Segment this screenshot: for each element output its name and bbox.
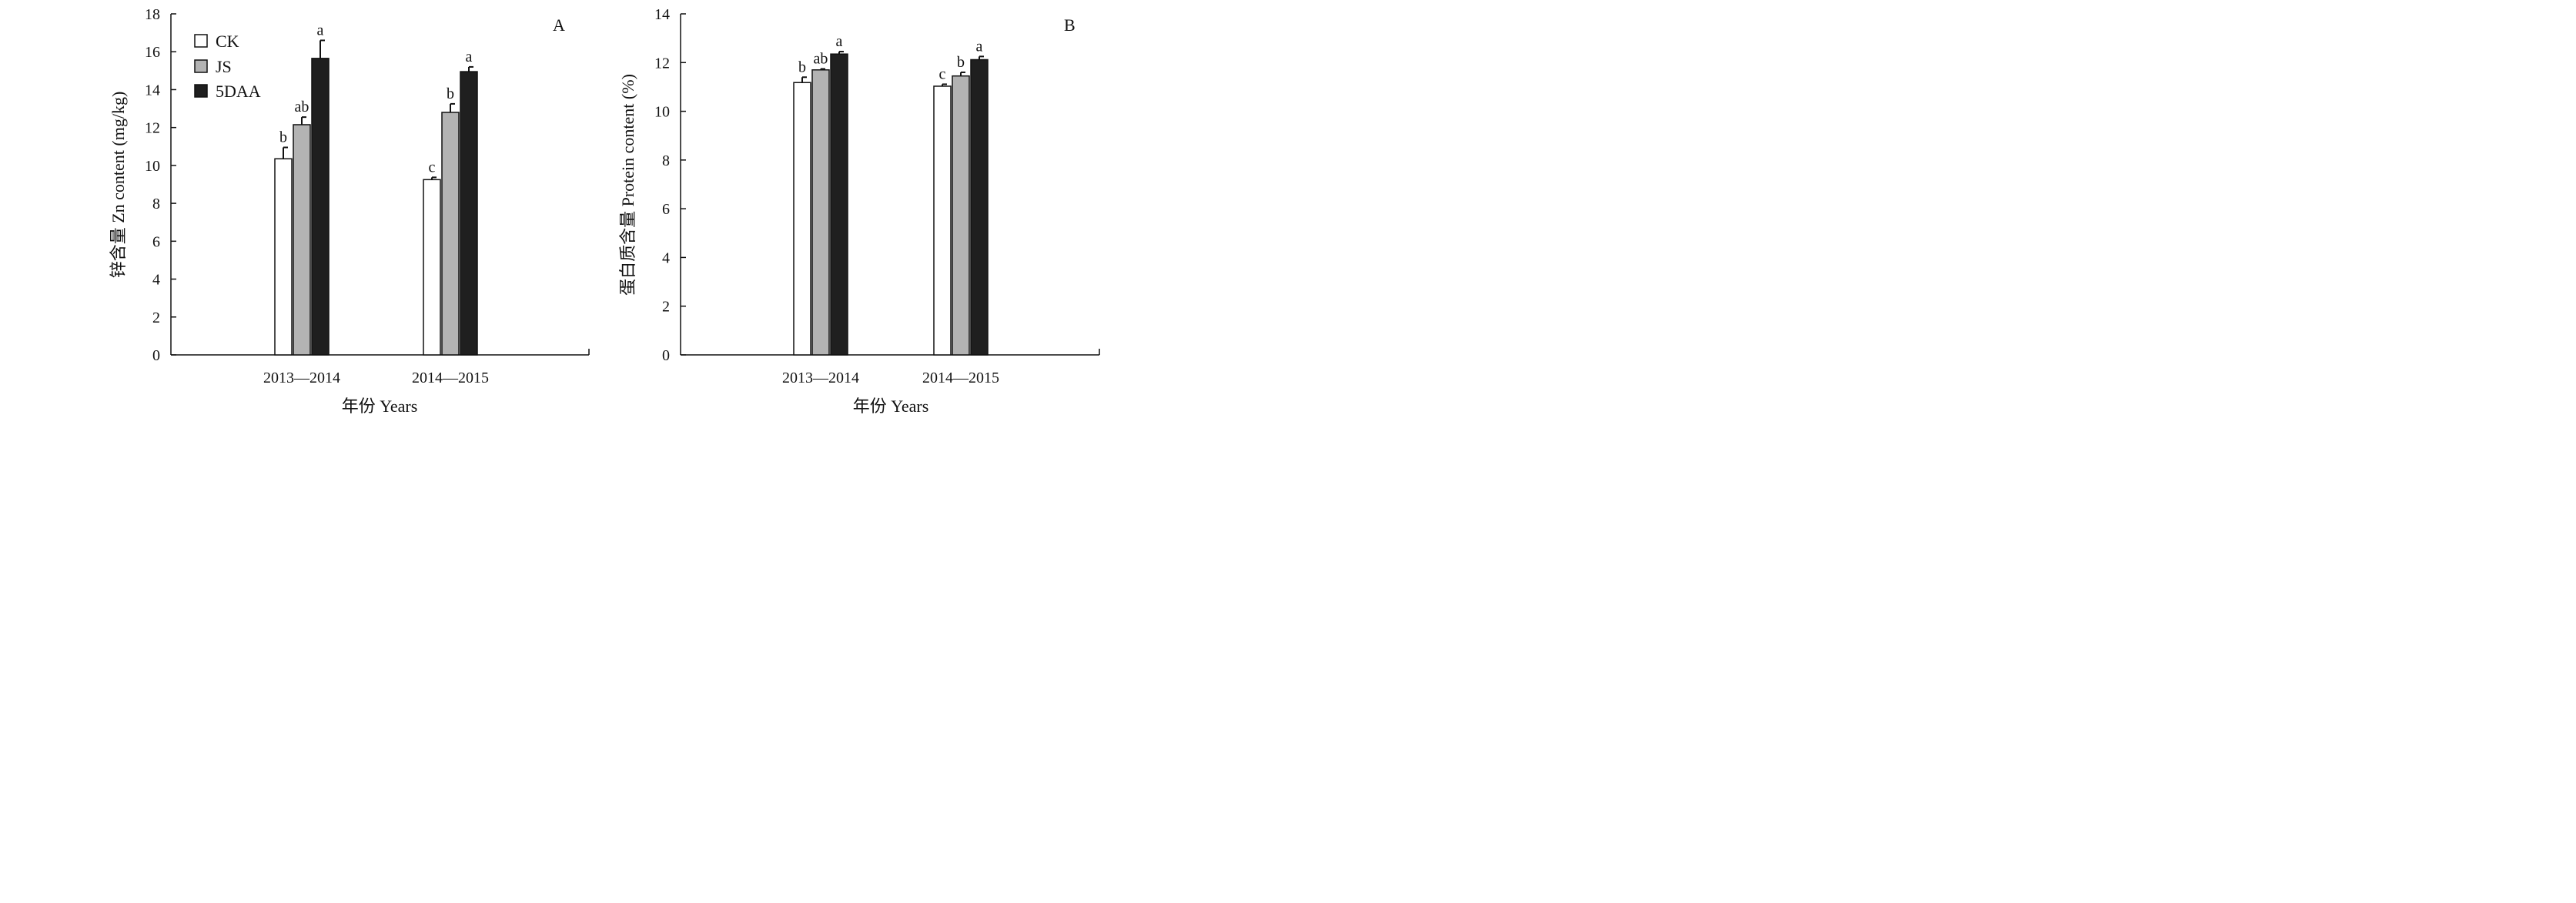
- panel-b-5daa-0-significance-letter: a: [836, 33, 843, 50]
- panel-b-x-axis-title: 年份 Years: [853, 396, 929, 416]
- panel-a-y-tick-label-0: 0: [152, 347, 160, 364]
- legend-label-ck: CK: [216, 32, 239, 51]
- legend-label-js: JS: [216, 57, 232, 76]
- panel-b-y-tick-label-0: 0: [662, 347, 670, 364]
- panel-b-ck-1-significance-letter: c: [939, 65, 946, 82]
- legend-swatch-5daa: [194, 84, 208, 98]
- panel-b-y-tick-label-2: 4: [662, 249, 670, 266]
- panel-a-y-tick-label-4: 8: [152, 196, 160, 212]
- panel-b-x-tick-label-0: 2013—2014: [782, 370, 859, 386]
- panel-b-ck-0-bar: [793, 82, 811, 356]
- legend-swatch-js: [194, 59, 208, 73]
- panel-a-ck-0-significance-letter: b: [279, 129, 287, 146]
- panel-a-x-tick-label-1: 2014—2015: [412, 370, 489, 386]
- panel-a-js-1-significance-letter: b: [447, 85, 454, 102]
- panel-b-ck-0-significance-letter: b: [798, 59, 806, 75]
- panel-a-5daa-1-significance-letter: a: [466, 48, 473, 65]
- panel-a-5daa-1-bar: [460, 71, 478, 356]
- panel-a-y-tick-label-3: 6: [152, 233, 160, 250]
- panel-a-y-axis-title: 锌含量 Zn content (mg/kg): [109, 92, 128, 279]
- panel-b-y-axis-title: 蛋白质含量 Protein content (%): [618, 74, 637, 296]
- panel-a-js-1-bar: [441, 112, 460, 356]
- panel-a-ck-0-bar: [274, 158, 293, 356]
- panel-a-5daa-0-bar: [311, 58, 330, 356]
- panel-a-y-tick-label-6: 12: [145, 120, 160, 137]
- panel-b-5daa-0-bar: [830, 53, 848, 356]
- panel-a-y-tick-label-2: 4: [152, 272, 160, 289]
- panel-b-y-tick-label-1: 2: [662, 299, 670, 316]
- panel-a-5daa-0-significance-letter: a: [317, 22, 324, 38]
- panel-b-y-tick-label-4: 8: [662, 152, 670, 169]
- panel-b-js-0-bar: [811, 69, 830, 356]
- panel-b-y-tick-label-6: 12: [654, 55, 670, 72]
- panel-b-5daa-1-bar: [970, 59, 989, 356]
- panel-a-y-tick-label-1: 2: [152, 309, 160, 326]
- panel-b-label: B: [1064, 15, 1076, 35]
- legend-swatch-ck: [194, 34, 208, 48]
- panel-a-y-tick-label-8: 16: [145, 44, 160, 61]
- panel-a-js-0-significance-letter: ab: [295, 99, 309, 115]
- panel-a-ck-1-significance-letter: c: [429, 159, 436, 176]
- panel-b-js-1-significance-letter: b: [957, 54, 965, 71]
- panel-a-y-tick-label-7: 14: [145, 82, 160, 99]
- panel-b-js-0-significance-letter: ab: [814, 51, 828, 68]
- legend-label-5daa: 5DAA: [216, 82, 261, 101]
- panel-b-y-tick-label-5: 10: [654, 104, 670, 121]
- panel-a-y-tick-label-5: 10: [145, 158, 160, 175]
- legend: CK JS 5DAA: [194, 32, 261, 101]
- panel-b-5daa-1-significance-letter: a: [976, 38, 983, 55]
- panel-a-label: A: [553, 15, 565, 35]
- panel-b-x-tick-label-1: 2014—2015: [922, 370, 999, 386]
- panel-a-x-tick-label-0: 2013—2014: [263, 370, 340, 386]
- panel-b-y-tick-label-3: 6: [662, 201, 670, 218]
- panel-b-js-1-bar: [952, 75, 970, 356]
- panel-b-ck-1-bar: [933, 85, 952, 356]
- panel-a-ck-1-bar: [423, 179, 441, 356]
- panel-a-x-axis-title: 年份 Years: [342, 396, 418, 416]
- panel-a-y-tick-label-9: 18: [145, 6, 160, 23]
- panel-a-js-0-bar: [293, 124, 311, 356]
- panel-b-y-tick-label-7: 14: [654, 6, 670, 23]
